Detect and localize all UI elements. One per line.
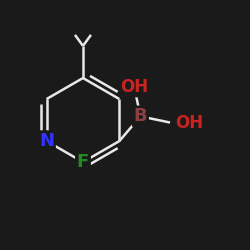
Text: N: N (39, 132, 54, 150)
Text: B: B (134, 107, 147, 125)
Text: OH: OH (120, 78, 148, 96)
Text: OH: OH (175, 114, 203, 132)
Text: F: F (77, 153, 89, 171)
